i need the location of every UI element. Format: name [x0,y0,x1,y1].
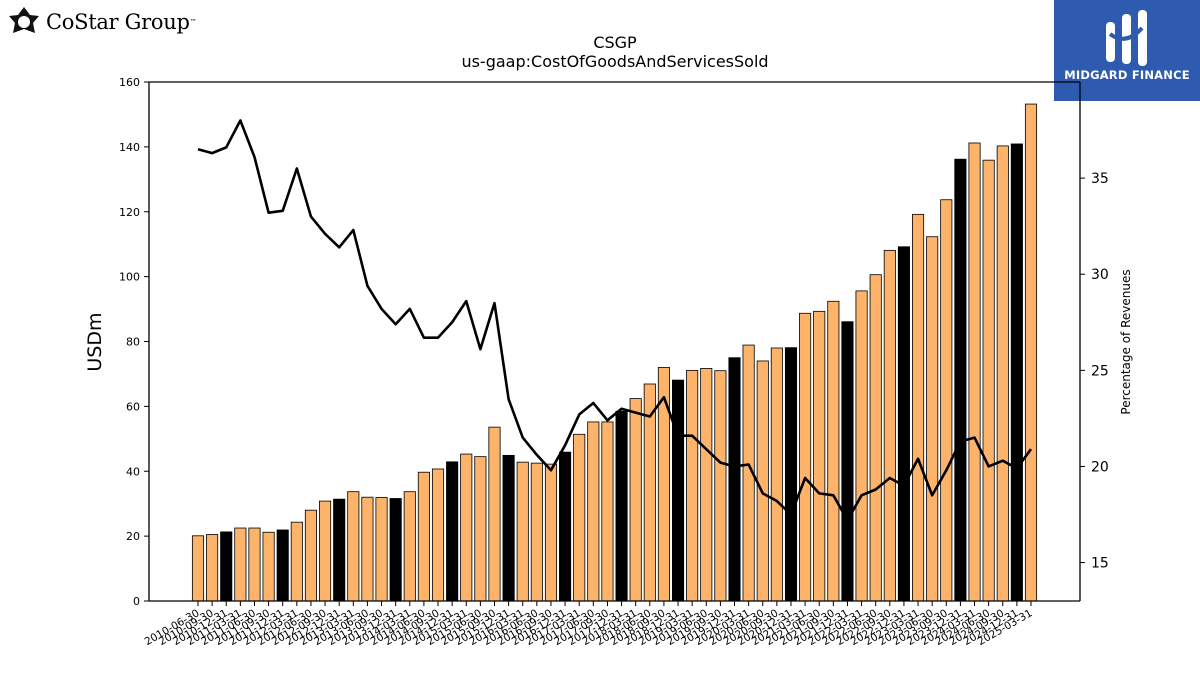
y2-tick-label-15: 15 [1091,556,1109,572]
bar-2018-03-31 [629,398,642,602]
bar-2018-12-31 [671,379,685,602]
costar-logo: CoStar Group ™ [8,6,197,38]
bar-2015-09-30 [488,426,501,602]
y-tick-label-100: 100 [119,271,140,284]
midgard-logo: MIDGARD FINANCE [1054,0,1200,101]
y2-axis-label: Percentage of Revenues [1119,269,1133,414]
bar-2010-06-30 [191,535,205,602]
bar-2011-03-31 [234,527,247,602]
bar-2014-09-30 [431,468,445,602]
bar-2014-12-31 [446,461,459,602]
bar-2021-09-30 [827,300,840,602]
y-tick-label-120: 120 [119,206,140,219]
bar-2012-03-31 [290,521,303,602]
bar-2017-06-30 [587,421,600,602]
bar-2010-09-30 [206,534,219,602]
bar-2016-12-31 [559,451,572,602]
bar-2022-12-31 [897,246,910,602]
bar-2019-06-30 [700,368,713,602]
bar-2012-06-30 [304,509,317,602]
y2-tick-label-20: 20 [1091,459,1109,475]
y-tick-label-40: 40 [126,465,140,478]
costar-logo-tm: ™ [189,18,197,26]
costar-logo-text: CoStar Group [46,10,190,34]
bar-2013-12-31 [389,498,402,602]
bar-2024-12-31 [1010,143,1023,602]
y-tick-label-140: 140 [119,141,140,154]
bar-2021-12-31 [841,321,854,602]
bar-2015-12-31 [502,454,515,602]
bar-2022-06-30 [869,274,882,602]
bar-2011-06-30 [248,527,261,602]
bar-2015-03-31 [460,453,473,602]
bar-2013-09-30 [375,497,388,602]
bar-2020-06-30 [756,360,769,602]
bar-2021-03-31 [799,312,812,602]
percentage-of-revenues-line [197,119,1033,522]
y-axis-label: USDm [84,312,106,371]
bar-2023-12-31 [954,158,967,602]
bar-2017-09-30 [601,421,614,602]
bar-2024-09-30 [996,145,1009,602]
bar-2016-06-30 [530,462,543,602]
chart-title-block: CSGP us-gaap:CostOfGoodsAndServicesSold [415,33,815,71]
bar-2012-12-31 [333,498,346,602]
chart-title: CSGP [593,33,637,52]
bar-2022-03-31 [855,290,868,602]
bar-2014-03-31 [403,491,416,602]
bar-2025-03-31 [1024,103,1038,602]
bar-2020-12-31 [784,347,798,602]
bar-2013-06-30 [361,496,374,602]
y-tick-label-0: 0 [133,595,140,608]
y-tick-label-160: 160 [119,76,140,89]
bar-2014-06-30 [417,471,430,602]
midgard-logo-text: MIDGARD FINANCE [1064,68,1190,82]
y2-tick-label-25: 25 [1091,363,1109,379]
bar-2024-03-31 [968,142,981,602]
bar-2017-12-31 [615,410,628,602]
costar-star-icon [9,7,39,33]
bar-2019-12-31 [728,357,741,602]
bar-2021-06-30 [813,310,826,602]
y-tick-label-80: 80 [126,336,140,349]
bar-2017-03-31 [573,433,586,602]
bar-2023-09-30 [940,199,953,602]
bar-2023-03-31 [912,213,925,602]
bar-2016-09-30 [544,463,558,602]
bar-2015-06-30 [474,456,487,602]
bar-2010-12-31 [220,531,233,602]
bar-2023-06-30 [926,236,939,602]
bar-2012-09-30 [319,500,332,602]
y-tick-label-60: 60 [126,400,140,413]
midgard-emblem-icon [1106,10,1147,66]
bar-2013-03-31 [347,491,360,602]
bar-2011-09-30 [262,531,275,602]
bar-2011-12-31 [276,529,289,602]
bar-2024-06-30 [982,159,995,602]
bar-2019-03-31 [686,369,699,602]
y2-tick-label-30: 30 [1091,267,1109,283]
bar-2020-09-30 [770,347,783,602]
chart-subtitle: us-gaap:CostOfGoodsAndServicesSold [461,52,769,71]
y2-tick-label-35: 35 [1091,171,1109,187]
bar-2019-09-30 [714,370,727,602]
bar-2016-03-31 [516,461,529,602]
y-tick-label-20: 20 [126,530,140,543]
bar-2022-09-30 [883,249,896,602]
